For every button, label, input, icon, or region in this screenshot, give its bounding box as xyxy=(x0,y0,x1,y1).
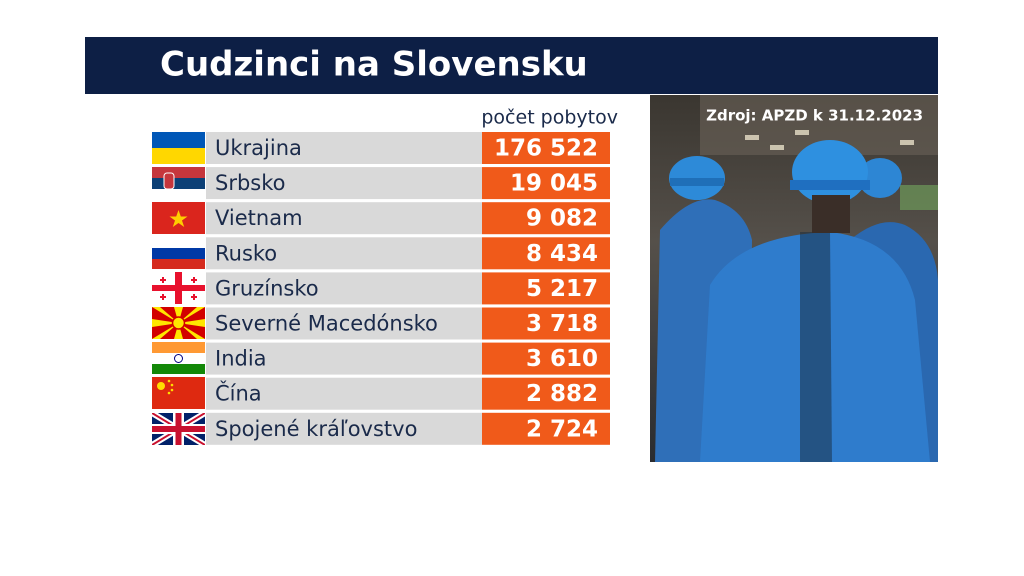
count: 2 724 xyxy=(526,416,598,442)
country: Rusko xyxy=(215,241,277,265)
row-band xyxy=(206,167,482,200)
value-box xyxy=(482,377,610,410)
count: 3 610 xyxy=(526,346,598,372)
value-box xyxy=(482,307,610,340)
row-band xyxy=(206,377,482,410)
value-box xyxy=(482,132,610,164)
value-box xyxy=(482,272,610,305)
count: 8 434 xyxy=(526,241,598,267)
value-box xyxy=(482,202,610,235)
value-box xyxy=(482,342,610,375)
column-header: počet pobytov xyxy=(481,107,618,129)
count: 3 718 xyxy=(526,311,598,337)
value-box xyxy=(482,237,610,270)
value-box xyxy=(482,412,610,445)
country: Srbsko xyxy=(215,171,286,195)
row-band xyxy=(206,342,482,375)
country: India xyxy=(215,347,267,371)
row-band xyxy=(206,307,482,340)
photo xyxy=(650,95,938,462)
count: 9 082 xyxy=(526,206,598,232)
row-band xyxy=(206,132,482,164)
count: 5 217 xyxy=(526,276,598,302)
row-band xyxy=(206,412,482,445)
header-bar xyxy=(85,37,938,94)
country: Spojené kráľovstvo xyxy=(215,417,417,441)
count: 19 045 xyxy=(510,171,598,197)
country: Čína xyxy=(215,381,262,406)
source: Zdroj: APZD k 31.12.2023 xyxy=(706,107,923,125)
row-band xyxy=(206,272,482,305)
value-box xyxy=(482,167,610,200)
country: Gruzínsko xyxy=(215,276,319,300)
flags xyxy=(152,132,205,445)
country: Ukrajina xyxy=(215,136,302,160)
country: Vietnam xyxy=(215,206,303,230)
row-band xyxy=(206,237,482,270)
title: Cudzinci na Slovensku xyxy=(160,45,588,85)
country: Severné Macedónsko xyxy=(215,312,438,336)
count: 176 522 xyxy=(494,136,598,162)
count: 2 882 xyxy=(526,381,598,407)
row-band xyxy=(206,202,482,235)
